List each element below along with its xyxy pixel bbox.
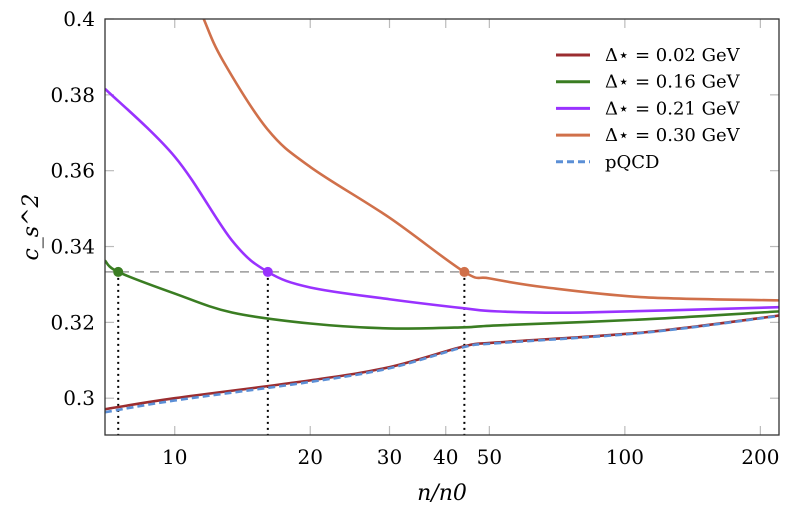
- y-tick-label: 0.4: [63, 7, 95, 31]
- x-tick-labels: 10 20 30 40 50 100 200: [162, 445, 779, 469]
- x-tick-label: 40: [433, 445, 458, 469]
- y-tick-label: 0.3: [63, 386, 95, 410]
- x-tick-label: 10: [162, 445, 187, 469]
- series-group: [105, 19, 779, 414]
- y-axis-label: c_s^2: [19, 193, 44, 260]
- y-tick-label: 0.38: [50, 83, 95, 107]
- legend: Δ⋆ = 0.02 GeV Δ⋆ = 0.16 GeV Δ⋆ = 0.21 GeV Δ…: [556, 45, 741, 173]
- x-tick-label: 30: [377, 445, 402, 469]
- legend-label-pqcd: pQCD: [605, 152, 659, 173]
- series-line-delta-0-30: [202, 19, 779, 302]
- legend-label-delta-0-30: Δ⋆ = 0.30 GeV: [605, 125, 741, 146]
- x-tick-label: 50: [477, 445, 502, 469]
- x-tick-label: 20: [298, 445, 323, 469]
- y-tick-labels: 0.3 0.32 0.34 0.36 0.38 0.4: [50, 7, 95, 410]
- series-line-delta-0-16: [105, 259, 779, 330]
- x-tick-label: 200: [741, 445, 779, 469]
- marker-drop-lines: [117, 271, 466, 435]
- x-tick-label: 100: [606, 445, 644, 469]
- y-tick-label: 0.34: [50, 235, 95, 259]
- y-tick-label: 0.32: [50, 310, 95, 334]
- legend-label-delta-0-16: Δ⋆ = 0.16 GeV: [605, 72, 741, 93]
- series-line-delta-0-21: [105, 87, 779, 315]
- legend-label-delta-0-21: Δ⋆ = 0.21 GeV: [605, 98, 741, 119]
- markers-group: [113, 266, 470, 277]
- marker-delta-0-30: [459, 266, 470, 277]
- marker-delta-0-16: [113, 266, 124, 277]
- marker-delta-0-21: [262, 266, 273, 277]
- y-tick-label: 0.36: [50, 159, 95, 183]
- x-axis-label: n/n0: [417, 481, 467, 506]
- series-line-pqcd: [105, 314, 779, 414]
- legend-label-delta-0-02: Δ⋆ = 0.02 GeV: [605, 45, 741, 66]
- plot-frame: [104, 18, 780, 436]
